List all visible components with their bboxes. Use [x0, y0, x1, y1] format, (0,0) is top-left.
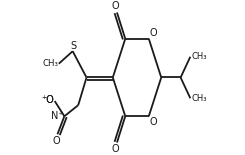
Text: S: S: [70, 40, 76, 51]
Text: N⁺: N⁺: [51, 111, 64, 121]
Text: ⁻O: ⁻O: [41, 95, 54, 105]
Text: O: O: [149, 28, 157, 38]
Text: O: O: [53, 136, 61, 146]
Text: O: O: [149, 117, 157, 127]
Text: O: O: [112, 144, 119, 154]
Text: O: O: [112, 1, 119, 11]
Text: CH₃: CH₃: [191, 52, 207, 61]
Text: CH₃: CH₃: [42, 59, 58, 68]
Text: ⁺O: ⁺O: [41, 95, 54, 105]
Text: CH₃: CH₃: [191, 94, 207, 103]
